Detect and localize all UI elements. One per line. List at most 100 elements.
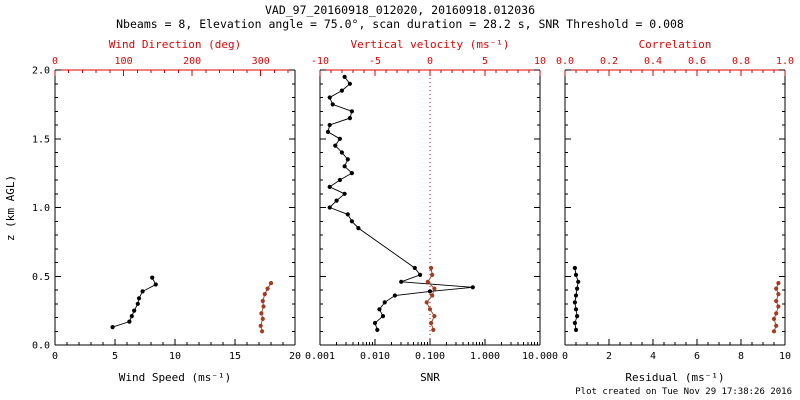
top-tick-label: 1.0 [776, 56, 794, 67]
vertical-velocity-point [424, 300, 429, 305]
correlation-point [771, 316, 777, 321]
snr-point [330, 102, 335, 107]
bottom-tick-label: 1.000 [470, 351, 500, 362]
snr-point [327, 205, 332, 210]
series-snr [325, 74, 475, 332]
correlation-point [776, 281, 781, 286]
y-tick-label: 1.5 [32, 134, 50, 145]
correlation-point [774, 298, 779, 304]
snr-point [339, 150, 344, 155]
bottom-tick-label: 4 [650, 351, 656, 362]
snr-line [327, 76, 473, 331]
top-tick-label: 5 [482, 56, 488, 67]
snr-point [427, 289, 433, 294]
residual-point [575, 286, 580, 291]
snr-point [342, 74, 347, 79]
vertical-velocity-point [427, 307, 433, 312]
top-tick-label: 0.4 [644, 56, 662, 67]
top-tick-label: 300 [252, 56, 270, 67]
y-tick-label: 0.0 [32, 341, 50, 352]
wind-speed-point [129, 314, 134, 319]
bottom-tick-label: 0.010 [360, 351, 390, 362]
vertical-velocity-line [426, 267, 435, 331]
snr-point [342, 164, 347, 169]
wind-direction-point [262, 292, 267, 297]
vertical-velocity-point [430, 293, 435, 298]
top-tick-label: -5 [369, 56, 381, 67]
z-axis-title: z (km AGL) [4, 175, 17, 241]
vertical-velocity-point [432, 286, 437, 291]
bottom-tick-label: 0 [52, 351, 58, 362]
correlation-point [774, 311, 779, 316]
wind-direction-axis-title: Wind Direction (deg) [109, 38, 241, 51]
top-tick-label: 0.8 [732, 56, 750, 67]
panel-snr: 0.001 0.010 0.100 1.000 10.000 -10 -5 0 5 10 [305, 56, 558, 362]
y-axis: 0.0 0.5 1.0 1.5 2.0 [32, 66, 295, 352]
creation-timestamp: Plot created on Tue Nov 29 17:38:26 2016 [575, 387, 792, 397]
series-wind-speed [110, 275, 158, 330]
vertical-velocity-point [430, 272, 435, 277]
snr-point [337, 177, 342, 183]
correlation-point [771, 329, 777, 334]
correlation-point [776, 292, 781, 297]
wind-speed-point [150, 275, 155, 280]
top-tick-label: 0.6 [688, 56, 706, 67]
snr-point [347, 81, 352, 86]
residual-point [572, 265, 578, 271]
bottom-tick-label: 8 [738, 351, 744, 362]
bottom-tick-label: 6 [694, 351, 700, 362]
wind-speed-point [136, 296, 142, 301]
wind-direction-point [268, 281, 274, 286]
top-tick-label: 200 [183, 56, 201, 67]
vertical-velocity-axis-title: Vertical velocity (ms⁻¹) [351, 38, 510, 51]
wind-direction-point [260, 329, 265, 334]
wind-speed-point [140, 289, 145, 294]
snr-point [412, 265, 417, 271]
bottom-tick-label: 15 [229, 351, 241, 362]
snr-point [337, 136, 342, 141]
snr-point [372, 320, 378, 326]
y-axis [320, 69, 540, 346]
series-residual [572, 265, 581, 332]
residual-point [573, 293, 579, 298]
residual-point [575, 314, 580, 319]
snr-axis-title: SNR [420, 371, 440, 384]
correlation-point [774, 286, 779, 291]
snr-point [349, 219, 354, 224]
vertical-velocity-point [425, 279, 430, 284]
x-axis-bottom: 0 5 10 15 20 [52, 339, 301, 362]
bottom-tick-label: 0 [562, 351, 568, 362]
residual-point [572, 300, 578, 305]
wind-speed-point [132, 308, 137, 313]
snr-point [349, 171, 354, 176]
snr-point [327, 122, 332, 128]
residual-point [576, 279, 581, 284]
wind-direction-point [259, 311, 264, 316]
plot-title: VAD_97_20160918_012020, 20160918.012036 [265, 3, 535, 17]
vertical-velocity-point [431, 327, 436, 332]
snr-point [382, 300, 387, 305]
y-axis [565, 69, 785, 346]
bottom-tick-label: 10 [169, 351, 181, 362]
top-tick-label: 0.0 [556, 56, 574, 67]
top-tick-label: 100 [115, 56, 133, 67]
wind-direction-point [260, 316, 265, 321]
wind-speed-point [153, 282, 158, 287]
snr-point [375, 327, 380, 332]
residual-point [572, 320, 578, 326]
vertical-velocity-point [429, 320, 434, 326]
plot-subtitle: Nbeams = 8, Elevation angle = 75.0°, sca… [116, 17, 684, 31]
snr-point [380, 314, 386, 319]
series-correlation [771, 281, 781, 334]
wind-direction-point [258, 323, 263, 328]
snr-point [325, 129, 331, 134]
snr-point [334, 198, 339, 203]
snr-point [392, 293, 397, 298]
snr-point [399, 279, 404, 284]
wind-speed-point [127, 319, 132, 324]
top-tick-label: 10 [534, 56, 546, 67]
snr-point [418, 272, 423, 277]
bottom-tick-label: 5 [112, 351, 118, 362]
